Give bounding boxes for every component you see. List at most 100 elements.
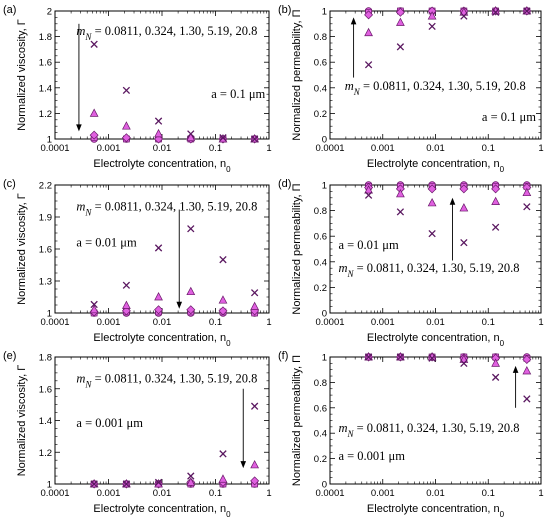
y-tick-label: 0.4 xyxy=(314,83,327,94)
data-markers xyxy=(364,352,532,403)
marker-cross xyxy=(396,208,405,216)
data-markers xyxy=(89,402,260,489)
x-tick-label: 1 xyxy=(538,317,543,328)
panel-label: (b) xyxy=(278,4,291,16)
x-tick-label: 0.1 xyxy=(482,143,495,154)
y-axis-label: Normalized viscosity, Γ xyxy=(16,193,28,305)
y-tick-label: 0.8 xyxy=(314,206,327,217)
y-tick-label: 1 xyxy=(322,7,327,18)
marker-triangle xyxy=(427,11,437,20)
x-tick-label: 0.001 xyxy=(97,488,121,499)
y-tick-label: 1 xyxy=(322,353,327,364)
marker-diamond xyxy=(121,133,131,143)
data-markers xyxy=(89,40,260,144)
y-tick-label: 1.8 xyxy=(39,32,52,43)
cross-stroke xyxy=(90,40,98,48)
y-tick-label: 1.6 xyxy=(39,245,52,256)
y-tick-label: 0 xyxy=(322,309,327,320)
cross-stroke xyxy=(460,12,468,20)
marker-cross xyxy=(460,359,468,368)
panel-c: 0.0001 0.001 0.01 0.1 1 1 1.3 1.6 1.9 2.2 Electrol… xyxy=(3,178,272,348)
marker-triangle xyxy=(122,300,131,309)
x-tick-label: 0.001 xyxy=(371,488,395,499)
y-tick-label: 2 xyxy=(47,7,52,18)
marker-cross xyxy=(523,203,531,211)
cross-stroke xyxy=(523,203,531,211)
cross-stroke xyxy=(219,134,227,142)
y-tick-label: 1.6 xyxy=(39,58,52,69)
marker-triangle xyxy=(491,196,501,205)
arrow-head xyxy=(176,301,183,309)
marker-cross xyxy=(187,130,195,138)
y-tick-label: 0.2 xyxy=(314,109,327,120)
cross-stroke xyxy=(154,117,163,125)
y-tick-label: 1.4 xyxy=(39,416,52,427)
x-axis-label: Electrolyte concentration, n0 xyxy=(367,158,505,174)
marker-cross xyxy=(154,244,163,252)
marker-cross xyxy=(364,191,373,199)
y-tick-label: 0 xyxy=(322,135,327,146)
marker-cross xyxy=(364,61,373,69)
cross-stroke xyxy=(428,354,436,362)
marker-cross xyxy=(122,480,131,488)
x-tick-label: 0.0001 xyxy=(40,488,69,499)
y-tick-label: 1 xyxy=(322,181,327,192)
cross-stroke xyxy=(122,86,131,95)
marker-cross xyxy=(187,472,195,480)
cross-stroke xyxy=(364,61,373,69)
panel-label: (d) xyxy=(278,178,291,190)
annotation-mn: mN = 0.0811, 0.324, 1.30, 5.19, 20.8 xyxy=(76,24,257,42)
marker-cross xyxy=(491,373,500,381)
panel-f: 0.0001 0.001 0.01 0.1 1 0 0.2 0.4 0.6 0.8 1 Electro… xyxy=(278,350,544,517)
panel-label: (a) xyxy=(3,4,16,16)
y-tick-label: 1 xyxy=(47,309,52,320)
x-axis-label: Electrolyte concentration, n0 xyxy=(367,332,505,348)
marker-triangle xyxy=(218,474,228,483)
y-axis-label: Normalized permeability, Π xyxy=(291,355,303,486)
cross-stroke xyxy=(122,480,131,488)
y-tick-label: 0.4 xyxy=(314,257,327,268)
cross-stroke xyxy=(250,402,259,410)
marker-triangle xyxy=(154,128,163,138)
annotation-radius: a = 0.001 μm xyxy=(338,449,405,463)
x-axis-label: Electrolyte concentration, n0 xyxy=(93,332,231,348)
marker-triangle xyxy=(396,17,405,26)
x-tick-label: 0.0001 xyxy=(315,143,344,154)
marker-triangle xyxy=(186,477,196,486)
y-tick-label: 0.8 xyxy=(314,32,327,43)
marker-cross xyxy=(523,7,531,15)
marker-cross xyxy=(250,289,259,297)
panel-a: 0.0001 0.001 0.01 0.1 1 1 1.2 1.4 1.6 1.8 2 Electro… xyxy=(3,4,272,174)
marker-cross xyxy=(364,353,373,361)
x-tick-label: 0.001 xyxy=(97,143,121,154)
marker-diamond xyxy=(459,184,469,194)
panel-label: (f) xyxy=(278,350,288,362)
cross-stroke xyxy=(396,43,405,51)
annotation-mn: mN = 0.0811, 0.324, 1.30, 5.19, 20.8 xyxy=(338,261,519,279)
y-tick-label: 0.2 xyxy=(314,283,327,294)
y-tick-label: 0.8 xyxy=(314,378,327,389)
marker-triangle xyxy=(122,121,131,130)
panel-label: (e) xyxy=(3,350,16,362)
cross-stroke xyxy=(396,353,405,361)
x-tick-label: 0.001 xyxy=(97,317,121,328)
y-tick-label: 1.3 xyxy=(39,277,52,288)
cross-stroke xyxy=(364,191,373,199)
y-tick-label: 0.4 xyxy=(314,429,327,440)
cross-stroke xyxy=(122,281,131,289)
marker-cross xyxy=(250,402,259,410)
marker-diamond xyxy=(491,184,501,194)
annotation-radius: a = 0.01 μm xyxy=(76,235,137,249)
y-axis-label: Normalized viscosity, Γ xyxy=(16,19,28,131)
marker-triangle xyxy=(364,27,373,37)
x-tick-label: 0.1 xyxy=(482,317,495,328)
marker-cross xyxy=(460,12,468,20)
marker-diamond xyxy=(250,476,260,486)
x-tick-label: 0.01 xyxy=(153,143,172,154)
y-tick-label: 1.2 xyxy=(39,448,52,459)
y-tick-label: 0 xyxy=(322,480,327,491)
y-tick-label: 0.6 xyxy=(314,232,327,243)
marker-cross xyxy=(154,478,163,487)
panel-e: 0.0001 0.001 0.01 0.1 1 1 1.2 1.4 1.6 1.8 Electrol… xyxy=(3,350,272,517)
marker-diamond xyxy=(395,7,405,17)
